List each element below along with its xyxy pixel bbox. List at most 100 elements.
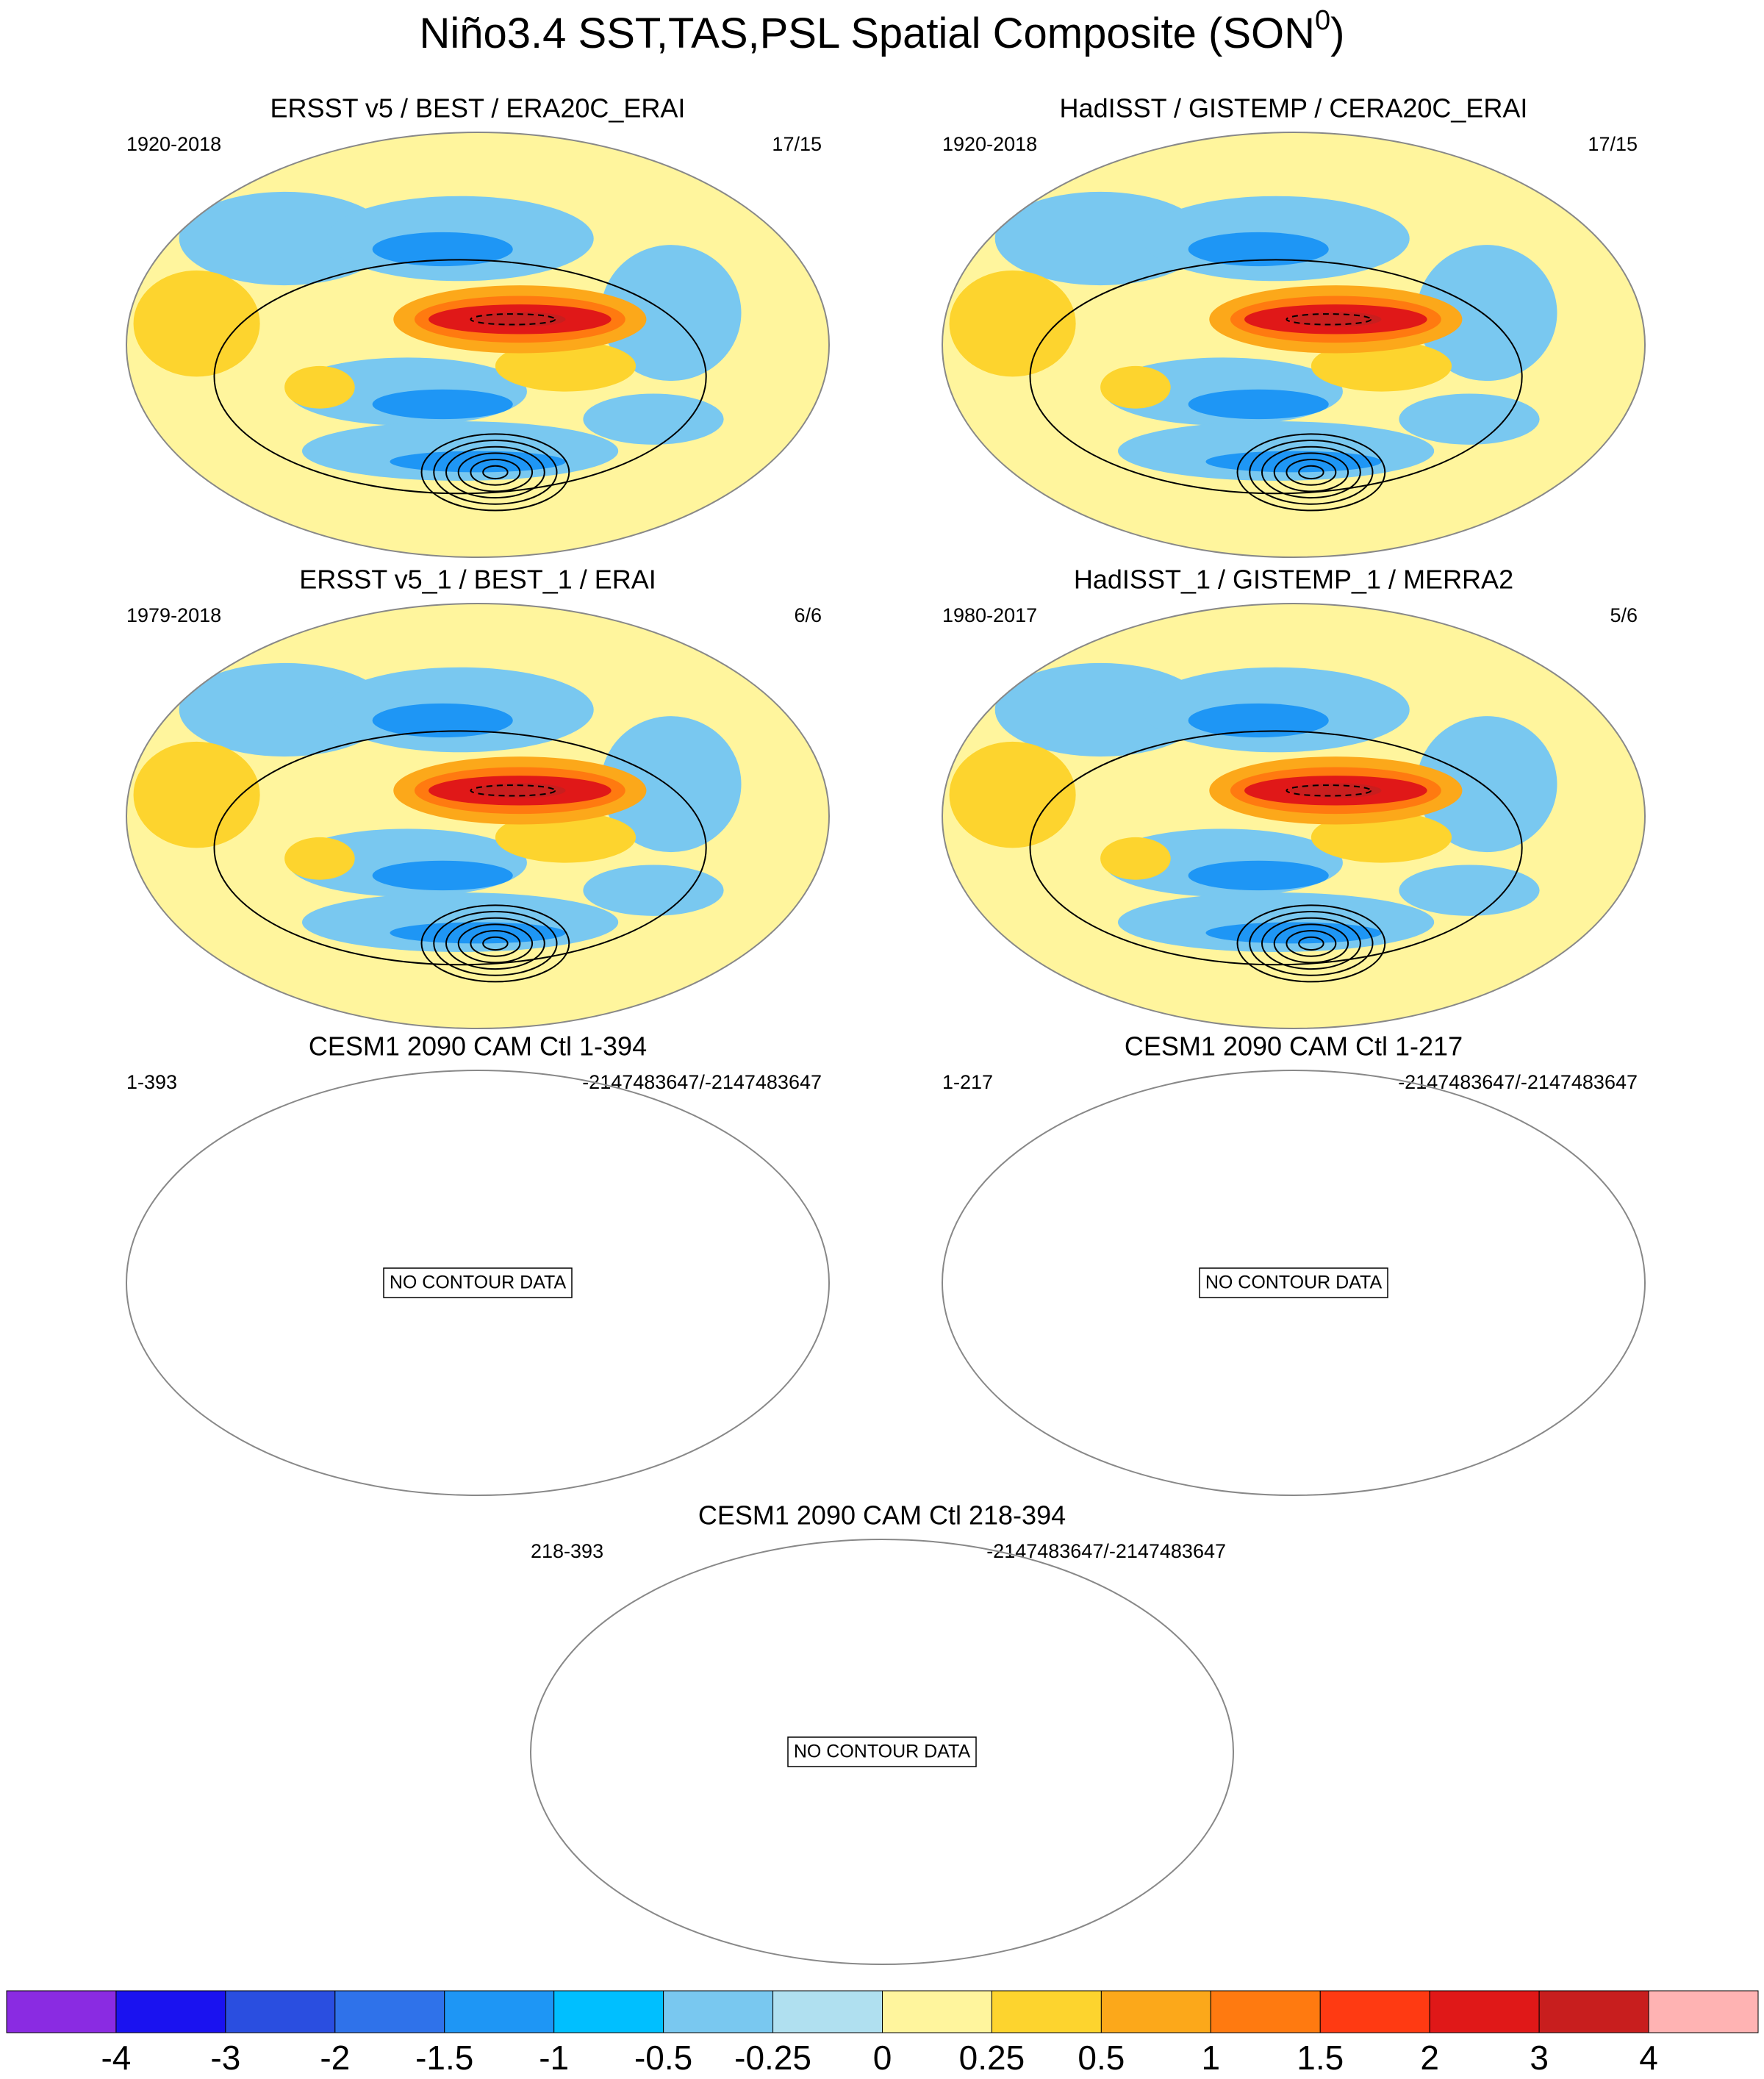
colorbar-label: -0.5 — [634, 2039, 692, 2077]
anomaly-area — [1205, 451, 1382, 473]
no-data-label: NO CONTOUR DATA — [794, 1742, 971, 1762]
anomaly-area — [1416, 245, 1557, 382]
anomaly-area — [179, 191, 390, 286]
contour — [470, 313, 556, 326]
contour — [1029, 259, 1523, 495]
anomaly-area — [179, 662, 390, 757]
anomaly-area — [372, 703, 513, 738]
colorbar-box — [1538, 1990, 1649, 2033]
anomaly-area — [949, 741, 1076, 848]
colorbar-label: -0.25 — [734, 2039, 811, 2077]
panel-left-label: 218-393 — [531, 1540, 603, 1562]
colorbar-box — [1648, 1990, 1759, 2033]
colorbar-box — [1210, 1990, 1321, 2033]
contour — [445, 917, 545, 970]
anomaly-area — [600, 716, 742, 853]
contour — [470, 784, 556, 797]
panel-title: HadISST_1 / GISTEMP_1 / MERRA2 — [1074, 565, 1513, 595]
panel-left-label: 1-393 — [126, 1071, 177, 1093]
colorbar-box — [115, 1990, 226, 2033]
panel-title: CESM1 2090 CAM Ctl 1-217 — [1125, 1031, 1463, 1062]
anomaly-area — [1311, 340, 1452, 392]
contour — [1286, 459, 1337, 486]
anomaly-area — [495, 812, 637, 863]
map-outline — [126, 603, 830, 1029]
anomaly-area — [372, 232, 513, 267]
anomaly-area — [1399, 393, 1540, 445]
map-panel: CESM1 2090 CAM Ctl 1-394 1-393 -2147483647… — [126, 1031, 830, 1496]
panel-right-label: -2147483647/-2147483647 — [1398, 1071, 1638, 1093]
colorbar-box — [553, 1990, 664, 2033]
panel-title: ERSST v5_1 / BEST_1 / ERAI — [299, 565, 656, 595]
map-outline — [126, 1070, 830, 1496]
panel-right-label: 5/6 — [1610, 604, 1638, 626]
contour — [1298, 936, 1324, 951]
no-data-box — [787, 1736, 977, 1767]
anomaly-area — [372, 389, 513, 420]
map-panel: ERSST v5_1 / BEST_1 / ERAI 1979-2018 6/6 — [126, 565, 830, 1029]
colorbar-label: -1 — [539, 2039, 569, 2077]
map-outline — [942, 603, 1646, 1029]
panel-title: HadISST / GISTEMP / CERA20C_ERAI — [1060, 93, 1528, 124]
colorbar-label: 1.5 — [1297, 2039, 1344, 2077]
anomaly-area — [1100, 837, 1171, 880]
anomaly-area — [1188, 860, 1329, 891]
contour — [1286, 313, 1372, 326]
contour — [213, 259, 707, 495]
map-body — [126, 604, 829, 1028]
anomaly-area — [1188, 703, 1329, 738]
contour — [1286, 784, 1372, 797]
colorbar-box — [772, 1990, 883, 2033]
anomaly-area — [1311, 812, 1452, 863]
colorbar-label: -1.5 — [415, 2039, 473, 2077]
map-body — [942, 604, 1645, 1028]
panel-title: ERSST v5 / BEST / ERA20C_ERAI — [270, 93, 686, 124]
contour — [1261, 446, 1361, 499]
anomaly-area — [1100, 365, 1171, 409]
colorbar-label: 2 — [1420, 2039, 1439, 2077]
panel-right-label: -2147483647/-2147483647 — [582, 1071, 822, 1093]
contour — [1236, 433, 1386, 512]
map-outline — [942, 132, 1646, 558]
figure-title: Niño3.4 SST,TAS,PSL Spatial Composite (S… — [420, 5, 1345, 57]
contour — [1273, 923, 1349, 964]
anomaly-area — [994, 191, 1206, 286]
colorbar-box — [1100, 1990, 1211, 2033]
panel-title: CESM1 2090 CAM Ctl 218-394 — [698, 1500, 1066, 1531]
colorbar-label: -3 — [210, 2039, 240, 2077]
contour — [1261, 917, 1361, 970]
map-outline — [126, 132, 830, 558]
no-data-box — [383, 1267, 573, 1298]
title-superscript: 0 — [1315, 5, 1330, 36]
anomaly-area — [1205, 922, 1382, 944]
contour — [1249, 911, 1374, 976]
map-panel: ERSST v5 / BEST / ERA20C_ERAI 1920-2018 17… — [126, 93, 830, 558]
anomaly-area — [994, 662, 1206, 757]
contour — [420, 433, 570, 512]
no-data-box — [1199, 1267, 1388, 1298]
panel-left-label: 1979-2018 — [126, 604, 221, 626]
colorbar-box — [991, 1990, 1102, 2033]
contour — [1249, 440, 1374, 505]
contour — [420, 904, 570, 983]
no-data-label: NO CONTOUR DATA — [390, 1273, 567, 1293]
anomaly-area — [1188, 389, 1329, 420]
colorbar-label: 1 — [1202, 2039, 1221, 2077]
anomaly-area — [600, 245, 742, 382]
anomaly-area — [133, 741, 260, 848]
map-panel: CESM1 2090 CAM Ctl 218-394 218-393 -214748… — [530, 1500, 1234, 1965]
panel-left-label: 1980-2017 — [942, 604, 1037, 626]
colorbar-box — [6, 1990, 117, 2033]
title-close: ) — [1330, 10, 1344, 57]
contour — [1298, 465, 1324, 480]
anomaly-area — [583, 393, 724, 445]
title-main: Niño3.4 SST,TAS,PSL Spatial Composite (S… — [420, 10, 1316, 57]
contour — [445, 446, 545, 499]
panel-left-label: 1920-2018 — [126, 133, 221, 155]
anomaly-area — [284, 365, 355, 409]
anomaly-area — [949, 270, 1076, 377]
panel-right-label: 17/15 — [772, 133, 822, 155]
anomaly-area — [133, 270, 260, 377]
colorbar-box — [225, 1990, 336, 2033]
